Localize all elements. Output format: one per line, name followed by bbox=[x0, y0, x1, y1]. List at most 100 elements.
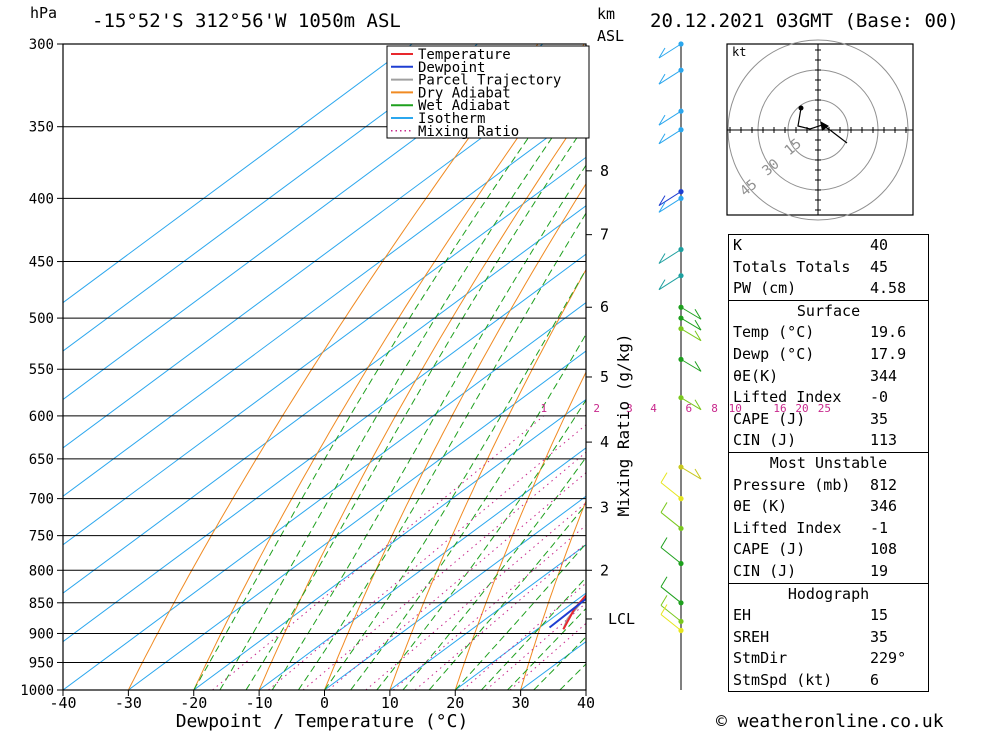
wind-barb-flag bbox=[658, 202, 666, 213]
indices-row: CAPE (J) 108 bbox=[729, 539, 928, 561]
pressure-tick-label: 850 bbox=[29, 596, 54, 612]
wind-barb-staff bbox=[660, 605, 682, 622]
x-axis-label: Dewpoint / Temperature (°C) bbox=[176, 711, 469, 732]
wind-barb-staff bbox=[658, 191, 682, 207]
hodograph-point bbox=[798, 105, 804, 111]
wind-barb-staff bbox=[680, 466, 702, 480]
wind-barb-staff bbox=[680, 317, 702, 331]
dry-adiabat-line bbox=[127, 44, 539, 690]
indices-key: CAPE (J) bbox=[733, 409, 806, 428]
wind-barb-flag bbox=[694, 361, 702, 372]
indices-row: Temp (°C) 19.6 bbox=[729, 322, 928, 344]
indices-value: 344 bbox=[870, 366, 898, 385]
background-lines bbox=[63, 44, 586, 690]
indices-value: 35 bbox=[870, 627, 889, 646]
mixing-ratio-label: 25 bbox=[818, 402, 831, 415]
wind-barb-staff bbox=[680, 306, 702, 320]
indices-key: K bbox=[733, 236, 743, 254]
temperature-tick-label: -30 bbox=[115, 694, 142, 712]
km-tick-label: 3 bbox=[600, 499, 609, 517]
wind-barb-flag bbox=[660, 604, 668, 615]
pressure-tick-label: 500 bbox=[29, 311, 54, 327]
legend-label: Wet Adiabat bbox=[418, 98, 511, 114]
indices-row: K 40 bbox=[729, 235, 928, 257]
indices-value: 108 bbox=[870, 540, 898, 559]
pressure-tick-label: 600 bbox=[29, 409, 54, 425]
legend-label: Temperature bbox=[418, 47, 511, 63]
indices-key: StmDir bbox=[733, 649, 788, 668]
isotherm-line bbox=[63, 44, 544, 401]
pressure-tick-label: 950 bbox=[29, 655, 54, 671]
pressure-tick-label: 700 bbox=[29, 492, 54, 508]
temperature-tick-label: 30 bbox=[512, 694, 530, 712]
indices-key: θE(K) bbox=[733, 366, 779, 385]
wind-barb-flag bbox=[660, 502, 668, 513]
indices-row: Dewp (°C) 17.9 bbox=[729, 344, 928, 366]
pressure-tick-label: 900 bbox=[29, 626, 54, 642]
indices-section-title: Most Unstable bbox=[769, 453, 888, 472]
indices-key: StmSpd (kt) bbox=[733, 670, 833, 689]
indices-row: Lifted Index -0 bbox=[729, 387, 928, 409]
legend-label: Mixing Ratio bbox=[418, 124, 519, 140]
mixing-ratio-label: 1 bbox=[540, 402, 547, 415]
indices-value: 229° bbox=[870, 649, 907, 668]
isotherm-line bbox=[63, 253, 586, 643]
mixing-ratio-label: 6 bbox=[685, 402, 692, 415]
km-unit-label: km bbox=[597, 5, 616, 23]
mixing-ratio-line bbox=[509, 622, 586, 690]
indices-key: Pressure (mb) bbox=[733, 475, 851, 494]
isotherm-line bbox=[128, 350, 586, 690]
indices-key: EH bbox=[733, 606, 752, 625]
legend-label: Dry Adiabat bbox=[418, 85, 511, 101]
mixing-ratio-line bbox=[302, 451, 586, 690]
wet-adiabat-line bbox=[507, 607, 586, 690]
indices-row: PW (cm) 4.58 bbox=[729, 278, 928, 300]
indices-key: CIN (J) bbox=[733, 431, 797, 450]
wind-barb-flag bbox=[694, 468, 702, 480]
isotherm-line bbox=[63, 108, 586, 497]
km-tick-label: 6 bbox=[600, 298, 609, 316]
wet-adiabat-line bbox=[324, 268, 586, 690]
wet-adiabat-line bbox=[428, 503, 586, 690]
wind-barb-column bbox=[658, 41, 702, 690]
indices-value: -0 bbox=[870, 388, 889, 407]
indices-key: Totals Totals bbox=[733, 257, 851, 276]
hpa-unit-label: hPa bbox=[30, 4, 58, 22]
indices-value: -1 bbox=[870, 518, 889, 537]
indices-key: Lifted Index bbox=[733, 518, 842, 537]
wind-barb-staff bbox=[660, 586, 682, 604]
mixing-ratio-line bbox=[365, 502, 586, 690]
pressure-tick-label: 450 bbox=[29, 255, 54, 271]
copyright-footer: © weatheronline.co.uk bbox=[716, 711, 944, 732]
legend-label: Parcel Trajectory bbox=[418, 73, 561, 89]
wind-barb-flag bbox=[658, 279, 666, 290]
dry-adiabat-line bbox=[454, 370, 586, 690]
wind-barb-flag bbox=[694, 330, 702, 341]
wind-barb-flag bbox=[658, 47, 666, 59]
indices-row: StmDir 229° bbox=[729, 648, 928, 670]
isotherm-line bbox=[63, 44, 478, 352]
indices-value: 6 bbox=[870, 670, 880, 689]
datetime-title: 20.12.2021 03GMT (Base: 00) bbox=[650, 10, 959, 32]
temperature-tick-label: 20 bbox=[446, 694, 464, 712]
wind-barb-staff bbox=[660, 482, 682, 500]
hodograph-trace bbox=[797, 107, 848, 144]
temperature-tick-label: 40 bbox=[577, 694, 595, 712]
indices-section: K 40 Totals Totals 45 PW (cm) 4.58 bbox=[729, 235, 928, 300]
km-tick-label: 5 bbox=[600, 368, 609, 386]
indices-value: 15 bbox=[870, 606, 889, 625]
wind-barb-flag bbox=[694, 308, 702, 320]
pressure-tick-label: 650 bbox=[29, 452, 54, 468]
dry-adiabat-line bbox=[520, 499, 586, 690]
wet-adiabat-line bbox=[454, 542, 586, 690]
km-axis: 8 7 6 5 4 3 2 LCL bbox=[586, 162, 635, 628]
indices-section: Most Unstable Pressure (mb) 812 θE (K) 346 Li… bbox=[729, 451, 928, 583]
indices-value: 4.58 bbox=[870, 279, 907, 298]
isotherm-line bbox=[63, 301, 586, 690]
wind-barb-flag bbox=[658, 114, 666, 126]
indices-section-title: Hodograph bbox=[787, 584, 870, 603]
wind-barb-staff bbox=[680, 397, 702, 411]
temperature-tick-label: 10 bbox=[381, 694, 399, 712]
location-title: -15°52'S 312°56'W 1050m ASL bbox=[92, 10, 401, 32]
